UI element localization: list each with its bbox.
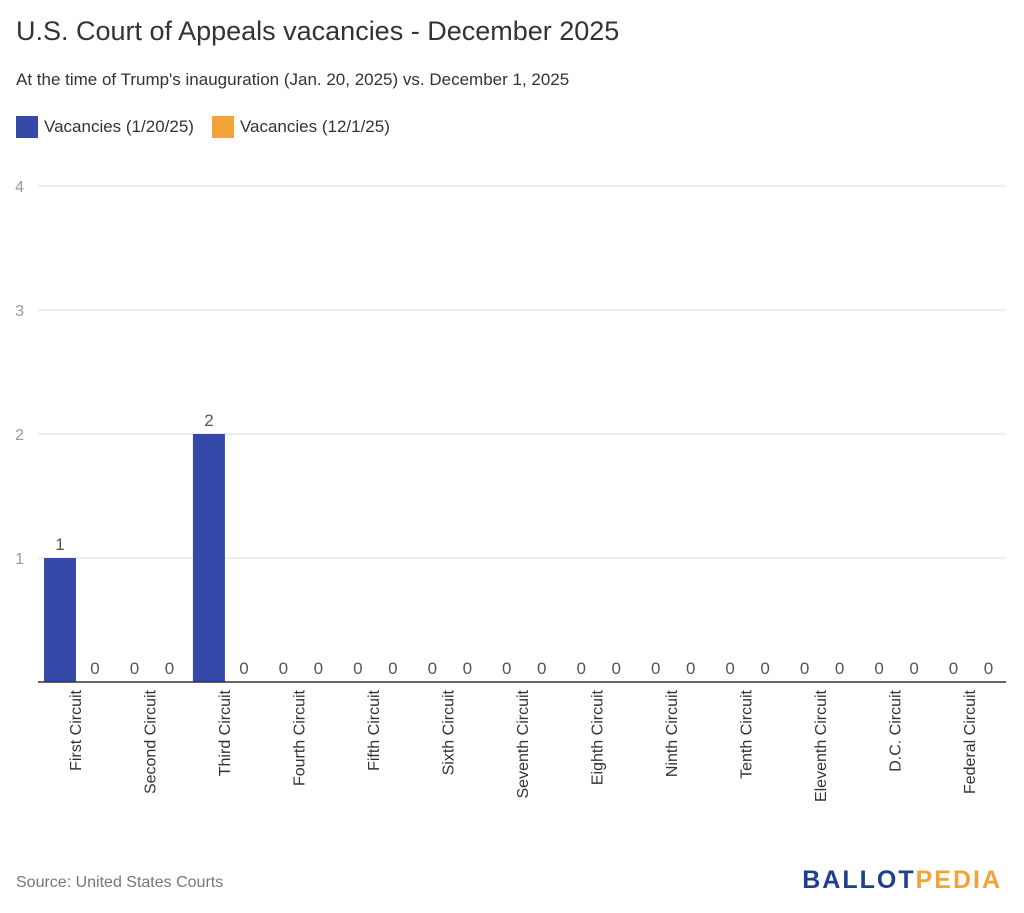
x-tick-label: Ninth Circuit <box>664 689 681 777</box>
data-label: 0 <box>835 659 844 678</box>
data-label: 0 <box>279 659 288 678</box>
data-label: 0 <box>576 659 585 678</box>
y-tick-label: 2 <box>15 427 24 444</box>
bar-jan <box>192 434 225 682</box>
data-label: 0 <box>388 659 397 678</box>
logo-part-ballot: BALLOT <box>802 866 916 894</box>
y-tick-label: 4 <box>15 179 24 196</box>
x-tick-label: Sixth Circuit <box>441 689 458 775</box>
data-label: 0 <box>314 659 323 678</box>
legend-label-series-2: Vacancies (12/1/25) <box>239 117 390 136</box>
legend-swatch-series-1 <box>16 116 38 138</box>
chart-subtitle: At the time of Trump's inauguration (Jan… <box>16 70 570 89</box>
data-label: 0 <box>651 659 660 678</box>
data-label: 0 <box>874 659 883 678</box>
x-tick-label: Tenth Circuit <box>738 689 755 778</box>
ballotpedia-logo: BALLOTPEDIA <box>802 866 1002 895</box>
x-tick-label: First Circuit <box>68 689 85 770</box>
data-label: 0 <box>353 659 362 678</box>
data-label: 0 <box>800 659 809 678</box>
data-label: 0 <box>537 659 546 678</box>
y-tick-label: 3 <box>15 303 24 320</box>
data-label: 0 <box>130 659 139 678</box>
data-label: 0 <box>686 659 695 678</box>
chart-title: U.S. Court of Appeals vacancies - Decemb… <box>16 16 620 46</box>
data-label: 0 <box>949 659 958 678</box>
x-tick-label: Second Circuit <box>143 689 160 794</box>
bar-jan <box>44 558 76 682</box>
data-label: 0 <box>725 659 734 678</box>
data-label: 0 <box>611 659 620 678</box>
data-label: 0 <box>165 659 174 678</box>
legend-item-series-2: Vacancies (12/1/25) <box>211 116 390 138</box>
legend-label-series-1: Vacancies (1/20/25) <box>44 117 194 136</box>
data-label: 0 <box>90 659 99 678</box>
x-tick-label: Fifth Circuit <box>366 689 383 770</box>
legend: Vacancies (1/20/25) Vacancies (12/1/25) <box>16 116 408 138</box>
data-label: 0 <box>502 659 511 678</box>
legend-item-series-1: Vacancies (1/20/25) <box>16 116 194 138</box>
data-label: 0 <box>428 659 437 678</box>
data-label: 0 <box>909 659 918 678</box>
data-label: 0 <box>760 659 769 678</box>
logo-part-pedia: PEDIA <box>915 866 1002 894</box>
data-label: 0 <box>463 659 472 678</box>
x-tick-label: Eighth Circuit <box>589 689 606 785</box>
data-label: 2 <box>204 411 213 430</box>
x-tick-label: Seventh Circuit <box>515 689 532 798</box>
x-tick-label: D.C. Circuit <box>887 689 904 771</box>
x-tick-label: Fourth Circuit <box>292 689 309 786</box>
x-tick-label: Eleventh Circuit <box>813 689 830 802</box>
data-label: 1 <box>55 535 64 554</box>
x-tick-label: Third Circuit <box>217 689 234 776</box>
x-tick-label: Federal Circuit <box>962 689 979 794</box>
data-label: 0 <box>239 659 248 678</box>
data-label: 0 <box>984 659 993 678</box>
source-note: Source: United States Courts <box>16 874 224 891</box>
legend-swatch-series-2 <box>211 116 234 138</box>
y-tick-label: 1 <box>15 551 24 568</box>
